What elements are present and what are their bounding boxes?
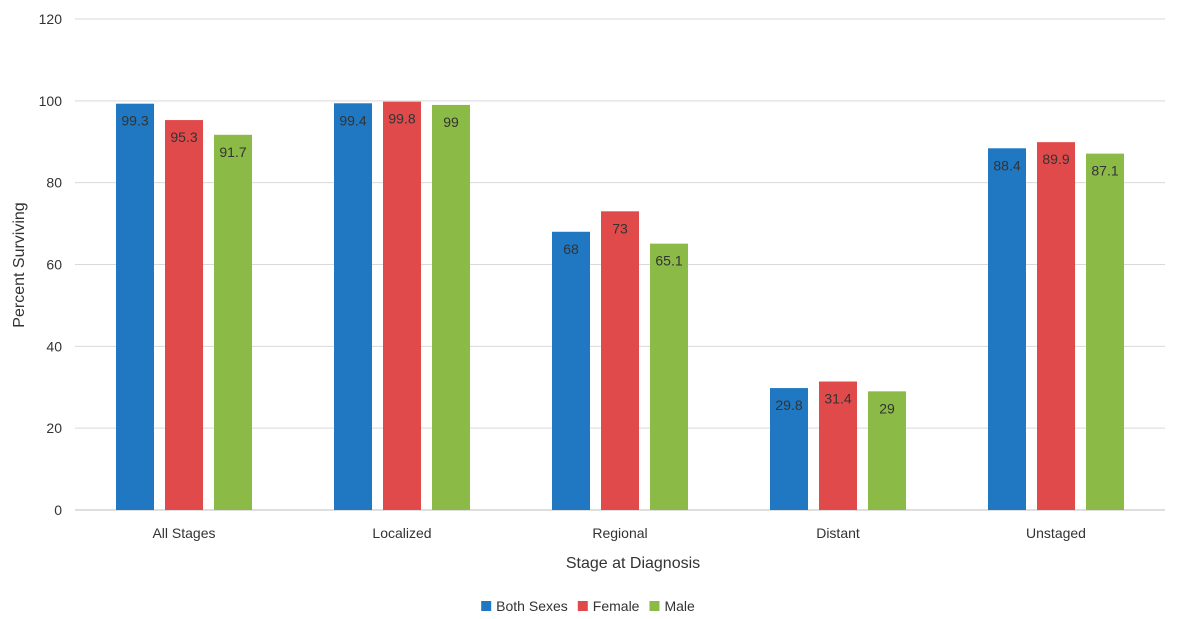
y-tick-label: 120: [39, 11, 63, 27]
data-label: 29: [879, 400, 895, 416]
bar-female: [383, 101, 421, 510]
bars: [116, 101, 1124, 511]
data-label: 91.7: [219, 144, 246, 160]
data-label: 29.8: [775, 397, 802, 413]
legend-label: Female: [593, 598, 640, 614]
data-label: 99: [443, 114, 459, 130]
y-axis-title: Percent Surviving: [11, 202, 28, 327]
y-tick-label: 100: [39, 93, 63, 109]
bar-male: [214, 134, 252, 510]
legend-item-both-sexes: Both Sexes: [481, 598, 568, 614]
bar-both-sexes: [552, 231, 590, 510]
bar-both-sexes: [770, 388, 808, 510]
bar-male: [650, 243, 688, 510]
data-label: 73: [612, 220, 628, 236]
bar-both-sexes: [334, 103, 372, 510]
data-label: 99.8: [388, 111, 415, 127]
y-tick-label: 20: [46, 420, 62, 436]
data-label: 99.3: [121, 113, 148, 129]
y-axis-ticks: 0 20 40 60 80 100 120: [39, 11, 63, 518]
data-label: 65.1: [655, 253, 682, 269]
y-tick-label: 0: [54, 502, 62, 518]
y-tick-label: 60: [46, 257, 62, 273]
x-tick-label: Distant: [816, 525, 860, 541]
data-label: 88.4: [993, 157, 1020, 173]
legend-swatch: [649, 601, 660, 611]
data-labels: 99.3 95.3 91.7 99.4 99.8 99 68 73 65.1 29.8 31.4 29…: [121, 111, 1118, 417]
bar-male: [868, 391, 906, 510]
x-tick-label: Localized: [372, 525, 431, 541]
x-tick-label: Regional: [592, 525, 647, 541]
legend-label: Both Sexes: [496, 598, 568, 614]
data-label: 99.4: [339, 112, 366, 128]
legend-label: Male: [664, 598, 695, 614]
x-axis-ticks: All Stages Localized Regional Distant Unstag…: [152, 525, 1085, 541]
data-label: 87.1: [1091, 163, 1118, 179]
bar-male: [1086, 153, 1124, 510]
y-tick-label: 40: [46, 338, 62, 354]
bar-female: [819, 381, 857, 510]
bar-female: [1037, 142, 1075, 510]
y-tick-label: 80: [46, 175, 62, 191]
legend-item-female: Female: [577, 598, 640, 614]
x-tick-label: Unstaged: [1026, 525, 1086, 541]
data-label: 89.9: [1042, 151, 1069, 167]
bar-male: [432, 104, 470, 511]
legend-swatch: [577, 601, 588, 611]
data-label: 31.4: [824, 391, 851, 407]
bar-both-sexes: [116, 103, 154, 510]
bar-female: [165, 120, 203, 511]
bar-both-sexes: [988, 148, 1026, 510]
legend: Both Sexes Female Male: [481, 598, 695, 614]
legend-item-male: Male: [649, 598, 695, 614]
data-label: 95.3: [170, 129, 197, 145]
bar-female: [601, 211, 639, 510]
data-label: 68: [563, 241, 579, 257]
x-tick-label: All Stages: [152, 525, 215, 541]
legend-swatch: [481, 601, 492, 611]
x-axis-title: Stage at Diagnosis: [566, 555, 700, 572]
